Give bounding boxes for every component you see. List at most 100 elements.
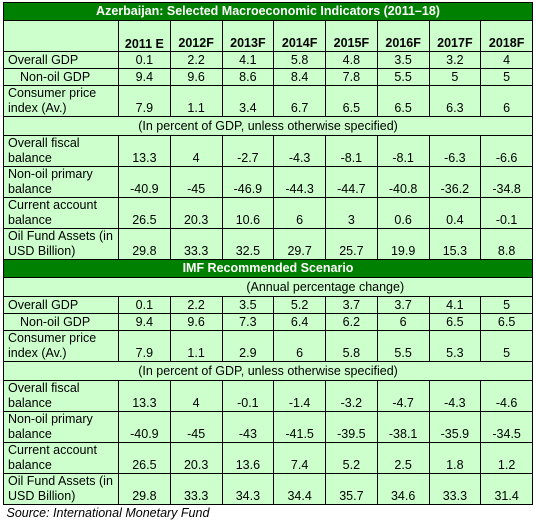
value-cell: 5.2	[325, 442, 378, 474]
value-cell: 19.9	[376, 228, 430, 260]
year-header: 2018F	[480, 20, 533, 52]
value-cell: -40.8	[376, 166, 430, 198]
value-cell: -40.9	[118, 166, 171, 198]
table-row: Overall GDP 0.1 2.2 4.1 5.8 4.8 3.5 3.2 4	[3, 51, 533, 69]
units-note: (Annual percentage change)	[118, 277, 533, 297]
table-row: Overall fiscal balance 13.3 4 -0.1 -1.4 -3.2-…	[3, 380, 533, 412]
table-title-row: Azerbaijan: Selected Macroeconomic Indic…	[3, 2, 533, 21]
value-cell: 6.4	[273, 313, 326, 331]
row-label: Non-oil GDP	[3, 313, 119, 331]
value-cell: 1.1	[169, 330, 223, 362]
value-cell: -0.1	[221, 380, 275, 412]
value-cell: 6.3	[428, 85, 482, 117]
value-cell: 6	[273, 197, 326, 229]
value-cell: 33.3	[169, 473, 223, 505]
value-cell: 4	[169, 380, 223, 412]
value-cell: 26.5	[118, 197, 171, 229]
value-cell: 3.5	[221, 296, 275, 314]
value-cell: 9.6	[169, 313, 223, 331]
value-cell: 5.5	[376, 330, 430, 362]
value-cell: 35.7	[325, 473, 378, 505]
table-row: Consumer price index (Av.) 7.9 1.1 3.4 6.7 6.…	[3, 85, 533, 117]
value-cell: 3	[325, 197, 378, 229]
value-cell: -34.8	[480, 166, 533, 198]
note-row: (In percent of GDP, unless otherwise spe…	[3, 361, 533, 381]
value-cell: 7.4	[273, 442, 326, 474]
row-label: Current account balance	[3, 197, 119, 229]
value-cell: 5	[480, 68, 533, 86]
value-cell: 29.8	[118, 228, 171, 260]
value-cell: 4.1	[221, 51, 275, 69]
row-label: Overall fiscal balance	[3, 135, 119, 167]
value-cell: 3.5	[376, 51, 430, 69]
row-label: Oil Fund Assets (in USD Billion)	[3, 473, 119, 505]
value-cell: 34.6	[376, 473, 430, 505]
value-cell: 34.3	[221, 473, 275, 505]
value-cell: -36.2	[428, 166, 482, 198]
table-row: Overall fiscal balance 13.3 4 -2.7 -4.3 -8.1-…	[3, 135, 533, 167]
value-cell: 5.2	[273, 296, 326, 314]
value-cell: 9.4	[118, 313, 171, 331]
macro-indicators-table: Azerbaijan: Selected Macroeconomic Indic…	[3, 2, 533, 521]
value-cell: 13.3	[118, 380, 171, 412]
value-cell: 6	[273, 330, 326, 362]
value-cell: 1.8	[428, 442, 482, 474]
table-row: Non-oil GDP 9.4 9.6 8.6 8.4 7.8 5.5 5 5	[3, 68, 533, 86]
value-cell: 0.6	[376, 197, 430, 229]
row-label: Non-oil GDP	[3, 68, 119, 86]
table-row: Non-oil primary balance -40.9 -45 -46.9 -44.…	[3, 166, 533, 198]
value-cell: 5	[480, 330, 533, 362]
value-cell: 6.2	[325, 313, 378, 331]
value-cell: -43	[221, 411, 275, 443]
row-label: Current account balance	[3, 442, 119, 474]
value-cell: -40.9	[118, 411, 171, 443]
value-cell: 2.5	[376, 442, 430, 474]
header-blank-cell	[3, 20, 119, 52]
table-title: Azerbaijan: Selected Macroeconomic Indic…	[3, 2, 533, 21]
value-cell: 6.5	[376, 85, 430, 117]
table-row: Overall GDP 0.1 2.2 3.5 5.2 3.7 3.7 4.1 5	[3, 296, 533, 314]
value-cell: 5.8	[273, 51, 326, 69]
value-cell: 6.5	[480, 313, 533, 331]
value-cell: 1.1	[169, 85, 223, 117]
value-cell: 3.7	[376, 296, 430, 314]
value-cell: -8.1	[325, 135, 378, 167]
value-cell: 13.6	[221, 442, 275, 474]
row-label: Non-oil primary balance	[3, 411, 119, 443]
value-cell: 5	[428, 68, 482, 86]
value-cell: 2.2	[169, 296, 223, 314]
value-cell: 29.8	[118, 473, 171, 505]
value-cell: 5	[480, 296, 533, 314]
year-header: 2017F	[428, 20, 482, 52]
value-cell: -2.7	[221, 135, 275, 167]
value-cell: -8.1	[376, 135, 430, 167]
row-label: Non-oil primary balance	[3, 166, 119, 198]
table-row: Oil Fund Assets (in USD Billion) 29.8 33.3…	[3, 228, 533, 260]
value-cell: 4.8	[325, 51, 378, 69]
table-row: Oil Fund Assets (in USD Billion) 29.8 33.3…	[3, 473, 533, 505]
value-cell: -46.9	[221, 166, 275, 198]
row-label: Consumer price index (Av.)	[3, 330, 119, 362]
value-cell: -6.6	[480, 135, 533, 167]
value-cell: 8.4	[273, 68, 326, 86]
scenario-title: IMF Recommended Scenario	[3, 259, 533, 278]
value-cell: -3.2	[325, 380, 378, 412]
value-cell: -4.3	[428, 380, 482, 412]
year-header: 2016F	[376, 20, 430, 52]
value-cell: -44.3	[273, 166, 326, 198]
value-cell: 25.7	[325, 228, 378, 260]
value-cell: 3.2	[428, 51, 482, 69]
value-cell: 6.7	[273, 85, 326, 117]
scenario-growth-rows: Overall GDP 0.1 2.2 3.5 5.2 3.7 3.7 4.1 5 Non-oil…	[3, 296, 533, 362]
value-cell: 6.5	[428, 313, 482, 331]
value-cell: 7.9	[118, 330, 171, 362]
value-cell: -35.9	[428, 411, 482, 443]
value-cell: 9.6	[169, 68, 223, 86]
value-cell: 4	[169, 135, 223, 167]
value-cell: 20.3	[169, 197, 223, 229]
year-header: 2011 E	[118, 20, 171, 52]
value-cell: 26.5	[118, 442, 171, 474]
value-cell: -34.5	[480, 411, 533, 443]
units-note: (In percent of GDP, unless otherwise spe…	[3, 361, 533, 381]
value-cell: 34.4	[273, 473, 326, 505]
